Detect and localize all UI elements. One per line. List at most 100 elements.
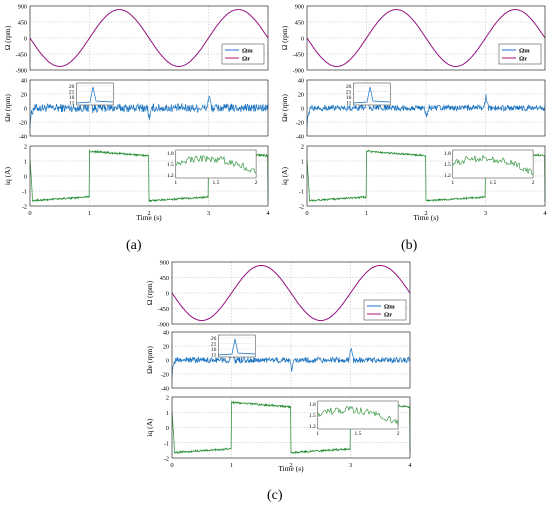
inset-x-tick: 1.5 [213,180,220,186]
y-axis-label: Ω (rpm) [145,280,154,305]
x-tick-label: 4 [543,210,547,217]
subplot-frame [29,5,269,71]
y-tick-label: 40 [163,330,169,337]
y-tick-label: -2 [299,204,304,211]
y-axis-label: Ω (rpm) [3,25,12,50]
inset-x-tick: 1.5 [490,180,497,186]
legend-entry: Ωr [519,56,527,63]
inset-x-tick: 1.5 [355,431,362,437]
inset-iq: 1.8 1.5 1.21 1.5 2 [167,149,258,186]
y-tick-label: 0 [301,174,304,181]
x-tick-label: 0 [28,210,31,217]
subplot-frame [29,79,269,137]
inset-frame [317,400,399,430]
inset-x-tick: 1 [316,431,319,437]
y-tick-label: -1 [299,189,304,196]
y-tick-label: 0 [166,291,169,298]
y-axis-label: Ωe (rpm) [3,94,12,122]
inset-y-tick: 1.8 [167,151,174,157]
series-line-noise [29,91,269,128]
series-line-r [171,264,411,322]
subplot-frame [171,331,411,389]
inset-trace [175,155,257,174]
y-axis-label: iq (A) [280,166,289,185]
panel-label-a: (a) [126,238,142,253]
inset-x-tick: 1 [451,180,454,186]
x-tick-label: 3 [207,210,210,217]
y-tick-label: -40 [161,386,169,393]
series-line-r [306,9,546,67]
x-tick-label: 3 [484,210,487,217]
y-tick-label: -1 [164,440,169,447]
inset-y-tick: 21 [69,90,75,96]
panel-label-c: (c) [267,488,283,503]
inset-y-tick: 1.8 [444,151,451,157]
y-tick-label: 20 [298,92,304,99]
subplot-frame [306,79,546,137]
panel-label-b: (b) [401,238,418,253]
inset-y-tick: 1.5 [309,413,316,419]
inset-x-tick: 2 [255,180,258,186]
inset-y-tick: 26 [346,84,352,90]
legend-box [221,43,265,65]
legend-entry: Ωm [242,48,253,55]
x-tick-label: 1 [230,462,233,469]
subplot-frame [171,396,411,459]
x-tick-label: 1 [365,210,368,217]
inset-x-tick: 1 [174,180,177,186]
inset-iq: 1.8 1.5 1.21 1.5 2 [444,149,535,186]
inset-y-tick: 16 [211,347,217,353]
subplot-frame [306,145,546,207]
y-tick-label: 40 [298,78,304,85]
x-tick-label: 1 [88,210,91,217]
legend-box [363,299,407,321]
y-axis-label: Ωe (rpm) [280,94,289,122]
legend-entry: Ωr [242,56,250,63]
inset-y-tick: 11 [69,101,75,107]
legend-box [498,43,542,65]
y-tick-label: 900 [160,260,169,267]
series-line-r [29,9,269,67]
y-axis-label: Ωe (rpm) [145,346,154,374]
series-line-noise [306,93,546,127]
inset-y-tick: 1.8 [309,402,316,408]
y-tick-label: -40 [296,134,304,141]
inset-x-tick: 2 [532,180,535,186]
y-tick-label: -900 [293,68,304,75]
inset-y-tick: 21 [211,342,217,348]
y-tick-label: -450 [158,306,169,313]
inset-trace [353,86,391,104]
y-tick-label: -2 [22,204,27,211]
inset-y-tick: 1.2 [444,173,451,179]
legend-entry: Ωm [384,304,395,311]
inset-y-tick: 11 [346,101,352,107]
y-tick-label: 450 [160,275,169,282]
x-tick-label: 0 [170,462,173,469]
y-tick-label: 2 [24,144,27,151]
inset-y-tick: 16 [69,95,75,101]
y-tick-label: 450 [295,20,304,27]
inset-y-tick: 16 [346,95,352,101]
inset-y-tick: 1.2 [167,173,174,179]
x-axis-label: Time (s) [278,464,304,473]
y-tick-label: 20 [163,344,169,351]
y-tick-label: -20 [296,120,304,127]
y-tick-label: -20 [161,372,169,379]
y-tick-label: -40 [19,134,27,141]
y-tick-label: -900 [158,322,169,329]
y-tick-label: 0 [24,174,27,181]
y-tick-label: -2 [164,456,169,463]
y-tick-label: -900 [16,68,27,75]
